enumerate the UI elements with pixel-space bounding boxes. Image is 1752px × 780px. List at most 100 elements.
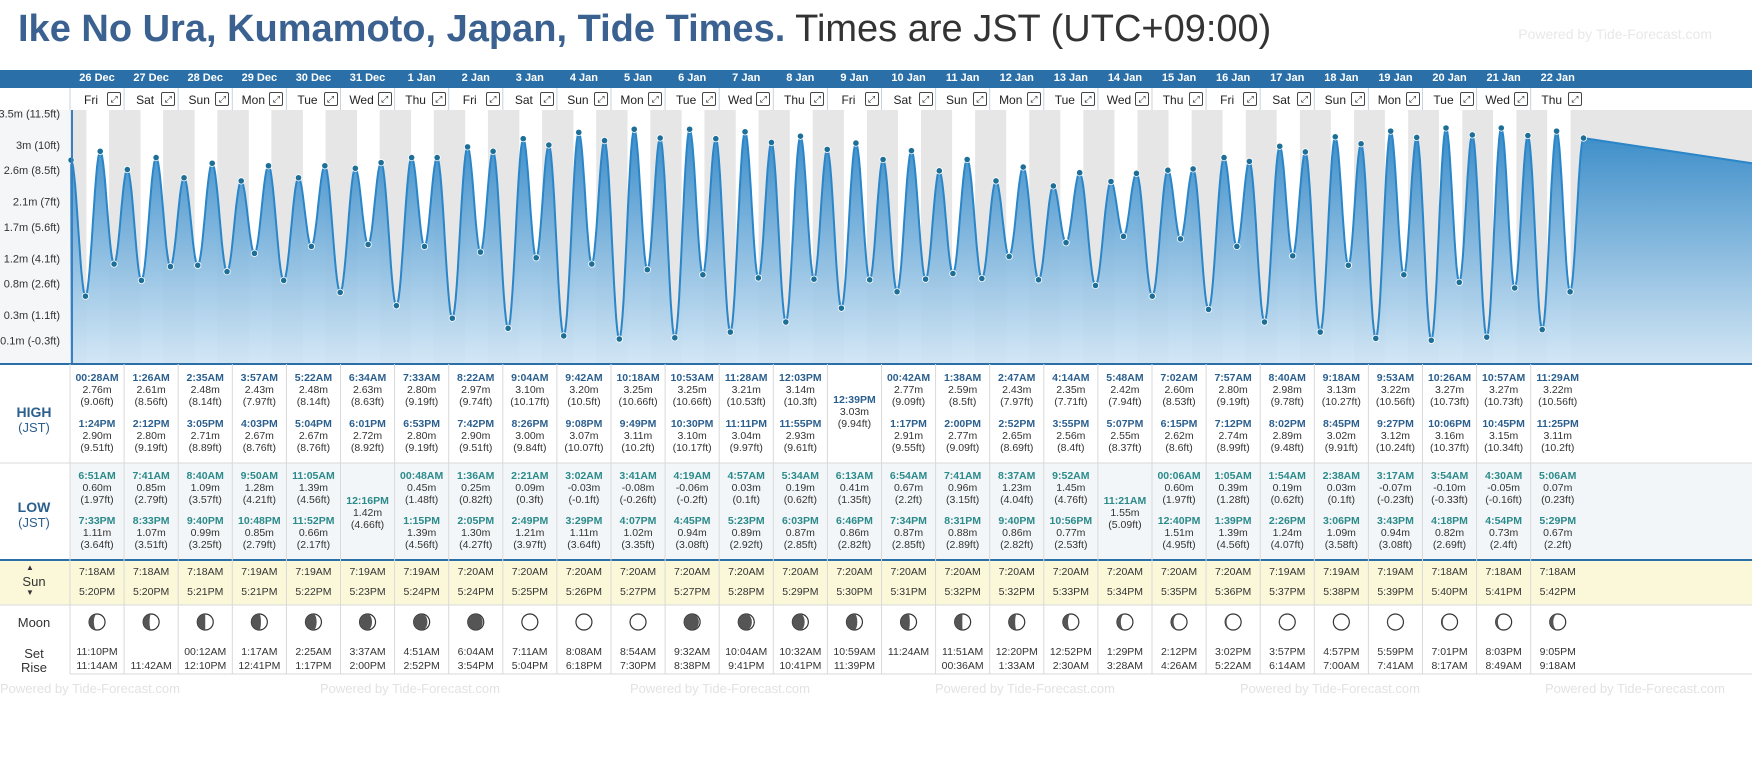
expand-day-icon[interactable]: ⤢	[1405, 92, 1420, 106]
high-tide-height-m: 2.98m	[1272, 384, 1302, 396]
low-tide-height-m: 1.55m	[1110, 507, 1140, 519]
moonrise-time: 2:52PM	[403, 660, 440, 672]
low-tide-height-ft: (3.08ft)	[675, 539, 709, 551]
y-tick-label: 1.7m (5.6ft)	[4, 222, 60, 234]
low-tide-height-ft: (3.64ft)	[80, 539, 114, 551]
high-tide-height-m: 2.80m	[407, 430, 437, 442]
expand-day-icon[interactable]: ⤢	[864, 92, 879, 106]
low-tide-height-ft: (3.64ft)	[567, 539, 601, 551]
low-tide-height-m: 0.66m	[298, 527, 329, 539]
low-tide-height-ft: (2.4ft)	[1489, 539, 1518, 551]
date-label: 22 Jan	[1540, 72, 1575, 84]
low-tide-height-m: 1.09m	[190, 482, 220, 494]
high-tide-time: 12:03PM	[779, 372, 822, 384]
expand-day-icon[interactable]: ⤢	[756, 92, 771, 106]
expand-day-icon[interactable]: ⤢	[1513, 92, 1528, 106]
high-tide-time: 7:12PM	[1214, 418, 1252, 430]
high-tide-point	[1164, 166, 1172, 174]
moonrise-time: 11:39PM	[833, 660, 876, 672]
sunrise-time: 7:20AM	[1106, 566, 1144, 578]
high-tide-time: 3:05PM	[186, 418, 224, 430]
sunrise-time: 7:19AM	[349, 566, 386, 578]
moon-shadow	[1441, 614, 1450, 630]
expand-day-icon[interactable]: ⤢	[107, 92, 122, 106]
sunset-time: 5:32PM	[944, 586, 981, 598]
low-tide-point	[504, 324, 512, 332]
high-label: HIGH	[16, 404, 52, 420]
moonrise-time: 00:36AM	[941, 660, 984, 672]
expand-day-icon[interactable]: ⤢	[648, 92, 663, 106]
moonrise-label: Rise	[20, 660, 47, 675]
expand-day-icon[interactable]: ⤢	[1243, 92, 1258, 106]
expand-day-icon[interactable]: ⤢	[1080, 92, 1095, 106]
high-tide-time: 10:45PM	[1482, 418, 1525, 430]
expand-day-icon[interactable]: ⤢	[1297, 92, 1312, 106]
high-tide-height-ft: (8.37ft)	[1108, 442, 1142, 454]
low-tide-point	[476, 248, 485, 256]
expand-day-icon[interactable]: ⤢	[1567, 92, 1582, 106]
expand-day-icon[interactable]: ⤢	[702, 92, 717, 106]
sunset-time: 5:20PM	[78, 586, 116, 598]
expand-day-icon[interactable]: ⤢	[215, 92, 230, 106]
high-tide-height-m: 3.25m	[677, 384, 707, 396]
high-tide-height-m: 2.89m	[1272, 430, 1302, 442]
low-tide-height-m: 1.24m	[1272, 527, 1302, 539]
expand-day-icon[interactable]: ⤢	[594, 92, 608, 106]
expand-day-icon[interactable]: ⤢	[1026, 92, 1041, 106]
high-tide-height-m: 2.93m	[785, 430, 815, 442]
high-tide-point	[433, 154, 441, 162]
expand-day-icon[interactable]: ⤢	[269, 92, 284, 106]
expand-day-icon[interactable]: ⤢	[161, 92, 176, 106]
high-tide-height-m: 3.15m	[1489, 430, 1519, 442]
low-tide-height-ft: (3.15ft)	[946, 494, 980, 506]
high-tide-point	[1019, 163, 1027, 171]
expand-day-icon[interactable]: ⤢	[1189, 92, 1204, 106]
expand-day-icon[interactable]: ⤢	[1135, 92, 1149, 106]
expand-day-icon[interactable]: ⤢	[918, 92, 933, 106]
sunrise-time: 7:19AM	[1323, 566, 1360, 578]
low-tide-height-m: 0.88m	[948, 527, 978, 539]
expand-day-icon[interactable]: ⤢	[431, 92, 446, 106]
date-label: 19 Jan	[1378, 72, 1413, 84]
expand-day-icon[interactable]: ⤢	[972, 92, 987, 106]
expand-day-icon[interactable]: ⤢	[1459, 92, 1474, 106]
low-tide-height-m: 0.03m	[731, 482, 761, 494]
high-tide-height-ft: (10.17ft)	[510, 396, 550, 408]
low-tide-time: 12:40PM	[1157, 515, 1201, 527]
moon-shadow	[89, 614, 98, 630]
moonrise-time: 5:04PM	[511, 660, 548, 672]
low-tide-time: 9:40PM	[998, 515, 1036, 527]
high-tide-point	[1357, 140, 1365, 148]
expand-day-icon[interactable]: ⤢	[539, 92, 554, 106]
expand-day-icon[interactable]: ⤢	[377, 92, 392, 106]
high-tide-height-ft: (10.2ft)	[621, 442, 655, 454]
low-tide-height-m: 1.39m	[298, 482, 329, 494]
sunrise-time: 7:20AM	[511, 566, 548, 578]
low-tide-height-ft: (3.25ft)	[188, 539, 222, 551]
high-tide-time: 4:14AM	[1052, 372, 1090, 384]
high-tide-height-m: 2.97m	[461, 384, 491, 396]
high-tide-point	[630, 125, 638, 133]
sunrise-time: 7:20AM	[565, 566, 603, 578]
sunrise-time: 7:20AM	[836, 566, 873, 578]
expand-day-icon[interactable]: ⤢	[323, 92, 338, 106]
date-label: 7 Jan	[732, 72, 761, 84]
low-tide-time: 5:06AM	[1539, 470, 1577, 482]
tide-chart: -0.1m (-0.3ft) 0.3m (1.1ft) 0.8m (2.6ft) 1.…	[0, 70, 1752, 675]
expand-day-icon[interactable]: ⤢	[1351, 92, 1366, 106]
high-tide-point	[1245, 157, 1253, 165]
sunrise-time: 7:20AM	[1215, 566, 1252, 578]
high-tide-height-m: 2.56m	[1056, 430, 1086, 442]
high-tide-height-m: 2.42m	[1110, 384, 1140, 396]
expand-day-icon[interactable]: ⤢	[485, 92, 500, 106]
low-tide-height-ft: (1.28ft)	[1216, 494, 1250, 506]
high-tide-point	[1049, 182, 1057, 190]
high-tide-height-m: 2.59m	[948, 384, 978, 396]
high-tide-height-m: 3.00m	[515, 430, 545, 442]
high-tide-height-ft: (7.71ft)	[1054, 396, 1088, 408]
high-tide-height-ft: (8.92ft)	[350, 442, 385, 454]
high-tide-height-m: 2.80m	[407, 384, 437, 396]
low-tide-height-ft: (4.27ft)	[459, 539, 493, 551]
date-label: 5 Jan	[623, 72, 653, 84]
expand-day-icon[interactable]: ⤢	[810, 92, 825, 106]
